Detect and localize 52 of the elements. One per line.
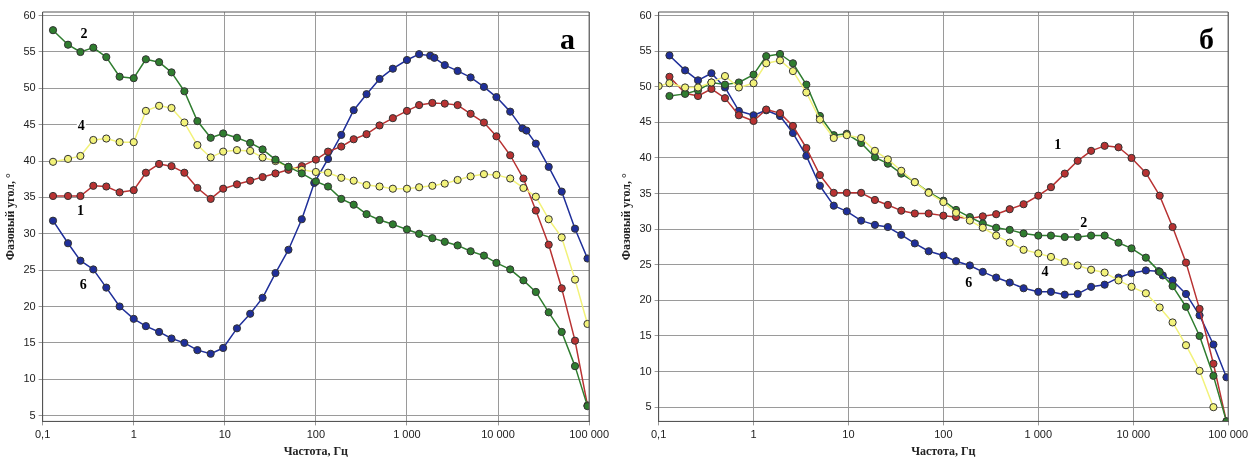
y-tick-label: 40 [23,154,36,167]
x-tick-label: 10 [842,428,855,441]
y-tick-label: 45 [639,115,652,128]
x-tick-label: 100 [306,428,326,441]
x-tick-label: 0,1 [34,428,51,441]
annotation: 6 [965,275,973,291]
y-axis-title: Фазовый угол, ° [3,172,18,261]
annotation: 4 [1041,263,1049,279]
y-tick-label: 35 [23,190,36,203]
y-tick-label: 50 [639,79,652,92]
y-tick-label: 45 [23,117,36,130]
y-tick-label: 25 [639,257,652,270]
x-tick-label: 10 [218,428,231,441]
x-tick-label: 10 000 [1116,428,1151,441]
annotation: 2 [80,26,88,42]
y-tick-label: 10 [23,372,36,385]
annotation: 1 [1054,137,1062,153]
y-tick-label: 55 [639,44,652,57]
annotation: 4 [77,117,85,133]
x-tick-label: 0,1 [650,428,667,441]
y-tick-label: 5 [645,400,652,413]
y-tick-label: 35 [639,186,652,199]
x-tick-label: 1 [130,428,137,441]
annotation: 1 [76,202,84,218]
y-tick-label: 55 [23,45,36,58]
y-tick-label: 30 [23,226,36,239]
x-tick-label: 100 000 [1208,428,1248,441]
y-tick-label: 20 [23,299,36,312]
y-tick-label: 25 [23,263,36,276]
annotation: 6 [79,277,87,293]
y-tick-label: 60 [23,8,36,21]
y-tick-label: 60 [639,8,652,21]
annotation: б [1199,21,1215,55]
x-tick-label: 1 [750,428,757,441]
y-tick-label: 50 [23,81,36,94]
y-tick-label: 15 [639,328,652,341]
x-axis-title: Частота, Гц [911,443,976,458]
y-tick-label: 20 [639,293,652,306]
annotation: 2 [1080,214,1088,230]
annotation: а [560,21,576,55]
y-tick-label: 5 [29,408,36,421]
y-tick-label: 30 [639,222,652,235]
x-axis-title: Частота, Гц [283,443,349,458]
y-tick-label: 15 [23,335,36,348]
y-axis-title: Фазовый угол, ° [619,172,634,261]
x-tick-label: 100 [934,428,953,441]
y-tick-label: 10 [639,364,652,377]
x-tick-label: 10 000 [481,428,515,441]
y-tick-label: 40 [639,150,652,163]
x-tick-label: 1 000 [1024,428,1053,441]
x-tick-label: 100 000 [569,428,609,441]
x-tick-label: 1 000 [393,428,421,441]
